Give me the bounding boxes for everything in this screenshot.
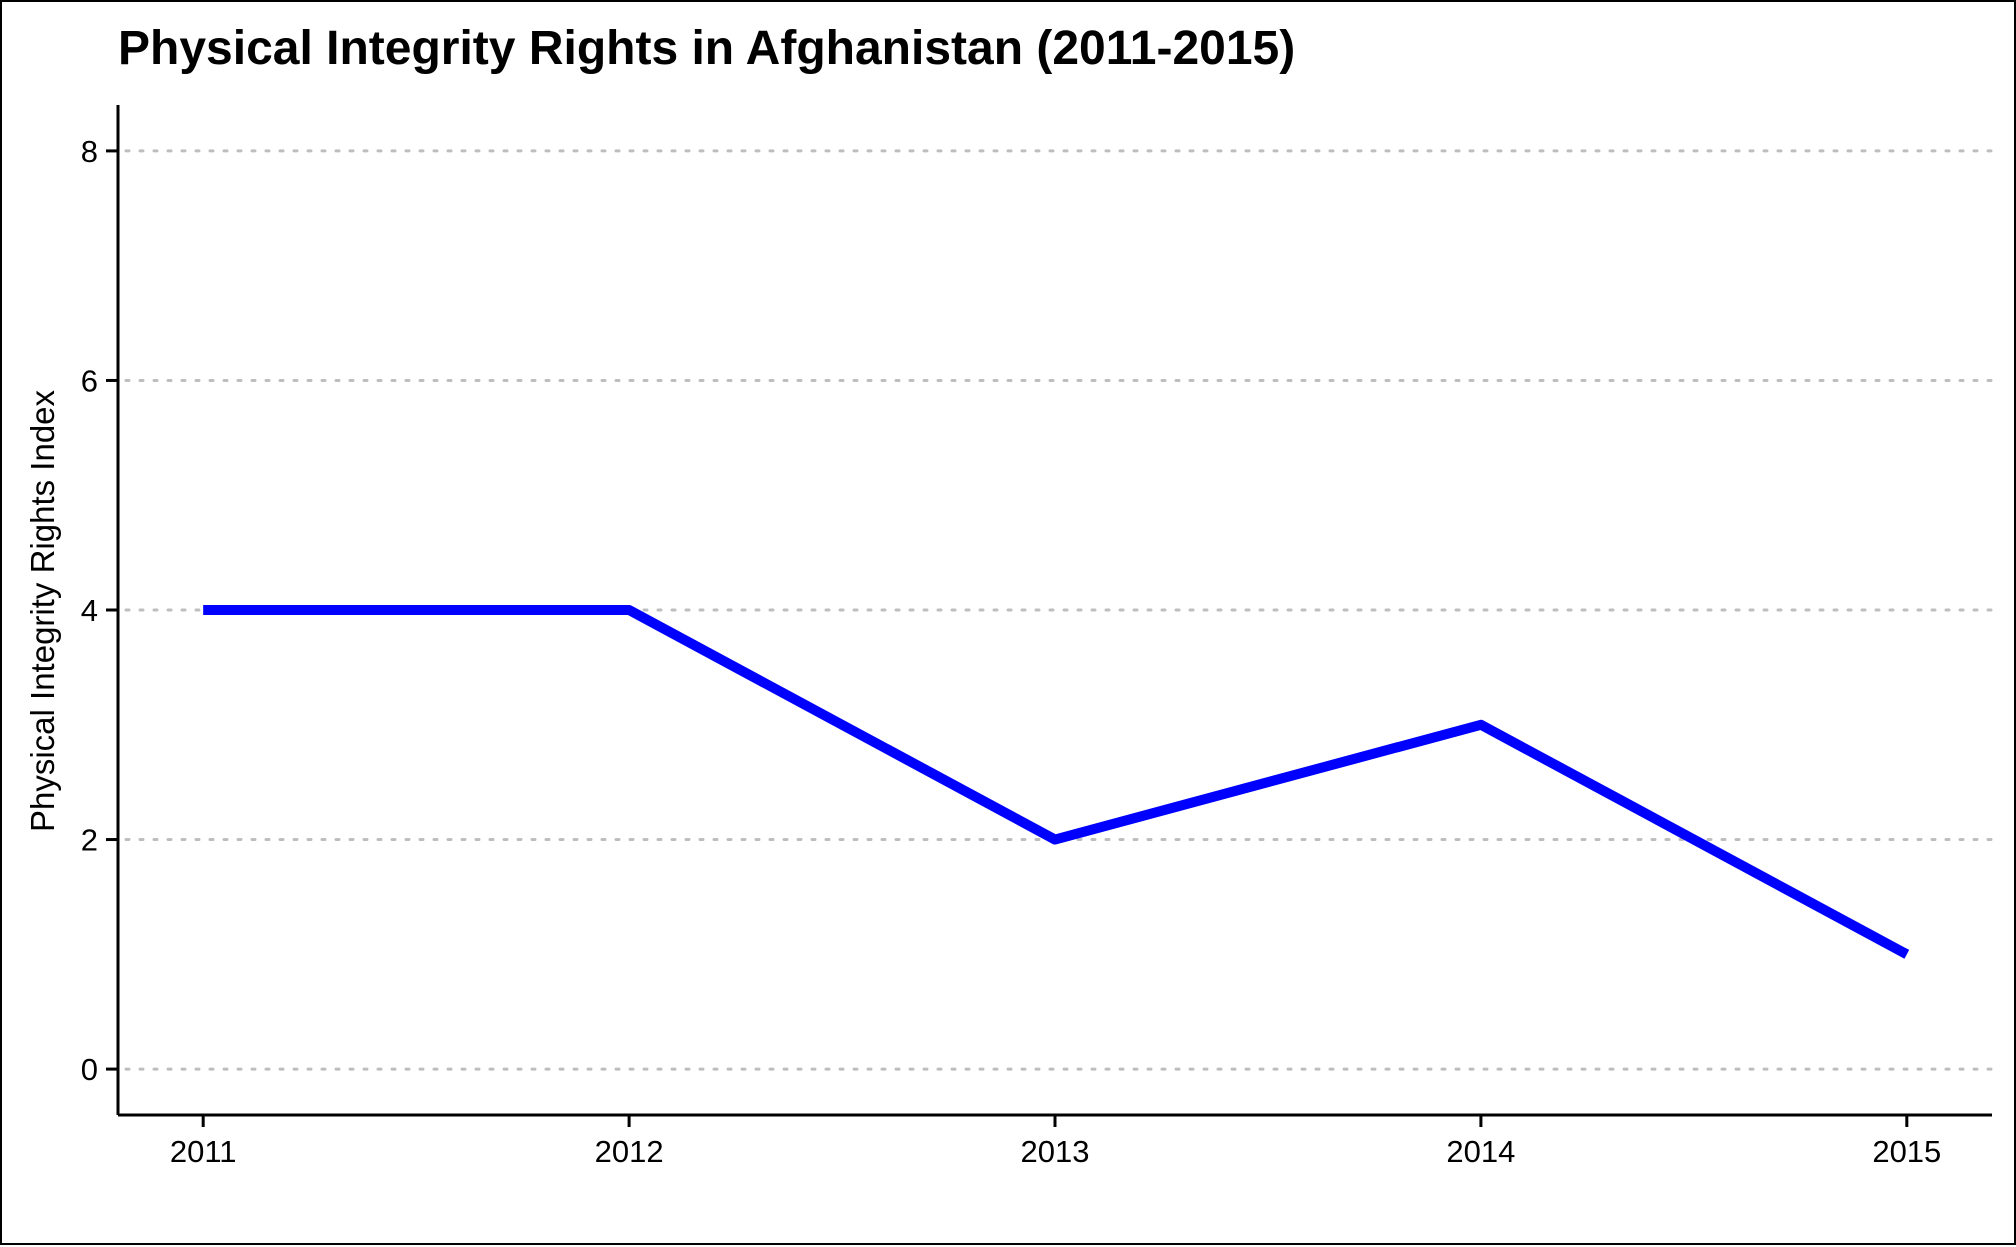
y-tick-label: 8 (81, 134, 98, 169)
y-tick-label: 6 (81, 363, 98, 398)
x-tick-label: 2012 (595, 1134, 664, 1169)
y-tick-label: 0 (81, 1052, 98, 1087)
y-axis-ticks: 0 2 4 6 8 (81, 134, 118, 1087)
x-tick-label: 2013 (1021, 1134, 1090, 1169)
x-tick-label: 2014 (1446, 1134, 1515, 1169)
y-tick-label: 4 (81, 593, 98, 628)
x-tick-label: 2015 (1872, 1134, 1941, 1169)
series-layer (203, 605, 1910, 959)
x-tick-label: 2011 (170, 1134, 237, 1169)
y-tick-label: 2 (81, 823, 98, 858)
chart-title: Physical Integrity Rights in Afghanistan… (118, 22, 1295, 75)
y-axis-title: Physical Integrity Rights Index (24, 389, 61, 832)
x-axis-ticks: 2011 2012 2013 2014 2015 (170, 1115, 1941, 1169)
series-line (203, 605, 1910, 959)
